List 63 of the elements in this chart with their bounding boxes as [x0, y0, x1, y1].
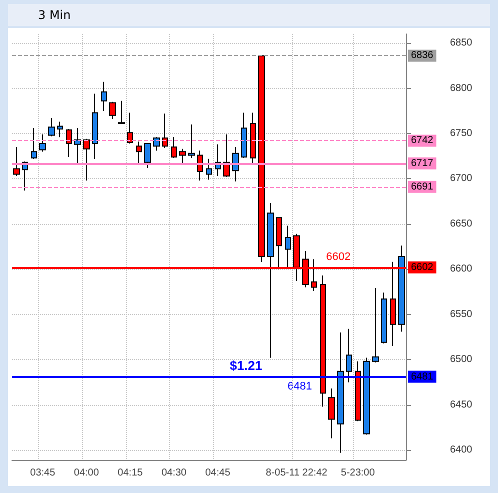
candlestick [171, 136, 177, 158]
ref-line-label: 6836 [411, 50, 434, 62]
ref-line-label: 6691 [411, 181, 434, 192]
x-tick-label: 5-23:00 [340, 468, 376, 478]
y-tick-label: 6850 [450, 38, 473, 49]
x-tick-label: 04:15 [118, 468, 144, 478]
candlestick [328, 388, 335, 439]
candlestick [74, 128, 81, 164]
candlestick [372, 288, 379, 363]
candlestick [118, 100, 125, 124]
candlestick [285, 225, 291, 269]
candlestick [320, 274, 326, 408]
candlestick [57, 121, 63, 138]
y-tick-label: 6650 [450, 218, 473, 230]
y-tick-label: 6800 [450, 82, 473, 94]
candlestick [48, 118, 55, 137]
candlestick [153, 136, 160, 152]
candlestick [136, 141, 142, 164]
candlestick [188, 124, 195, 158]
candlestick [92, 93, 98, 160]
candlestick [83, 138, 90, 182]
candlestick [206, 158, 212, 180]
x-tick-label: 03:45 [30, 468, 56, 478]
ref-line-label: 6481 [411, 371, 434, 382]
y-tick-label: 6600 [450, 264, 473, 275]
y-tick-label: 6450 [450, 399, 473, 410]
candlestick [162, 113, 168, 148]
candlestick [398, 245, 405, 332]
candlestick [250, 112, 256, 164]
y-tick-label: 6750 [450, 128, 473, 139]
candlestick [13, 146, 20, 176]
x-tick-label: 04:45 [205, 468, 231, 478]
candlestick [66, 128, 72, 158]
candlestick [232, 146, 239, 182]
annotation: 6602 [326, 250, 351, 263]
candlestick [109, 101, 116, 120]
candlestick [267, 202, 274, 358]
x-tick-label: 04:00 [74, 468, 100, 478]
y-tick-label: 6700 [450, 173, 473, 184]
candlestick [355, 360, 361, 422]
ref-line-label: 6717 [411, 158, 434, 169]
candlestick [258, 55, 265, 262]
annotation: $1.21 [230, 358, 262, 373]
candlestick [144, 142, 151, 168]
annotation: 6481 [288, 380, 312, 392]
ref-line-label: 6602 [411, 262, 434, 273]
candlestick [101, 81, 107, 112]
ref-line-label: 6742 [411, 135, 434, 146]
x-tick-label: 04:30 [161, 468, 187, 478]
candlestick [346, 328, 352, 383]
x-tick-label: 8-05-11 22:42 [266, 468, 328, 478]
y-tick-label: 6400 [450, 444, 473, 456]
candlestick [337, 332, 344, 454]
candlestick [127, 112, 133, 144]
y-tick-label: 6500 [450, 354, 473, 366]
candlestick [179, 148, 186, 164]
y-tick-label: 6550 [450, 308, 473, 320]
chart-title: 3 Min [8, 4, 490, 26]
candlestick [363, 357, 370, 436]
candlestick [381, 292, 387, 344]
candlestick [39, 134, 46, 152]
candlestick [31, 128, 37, 160]
candlestick [241, 112, 247, 158]
